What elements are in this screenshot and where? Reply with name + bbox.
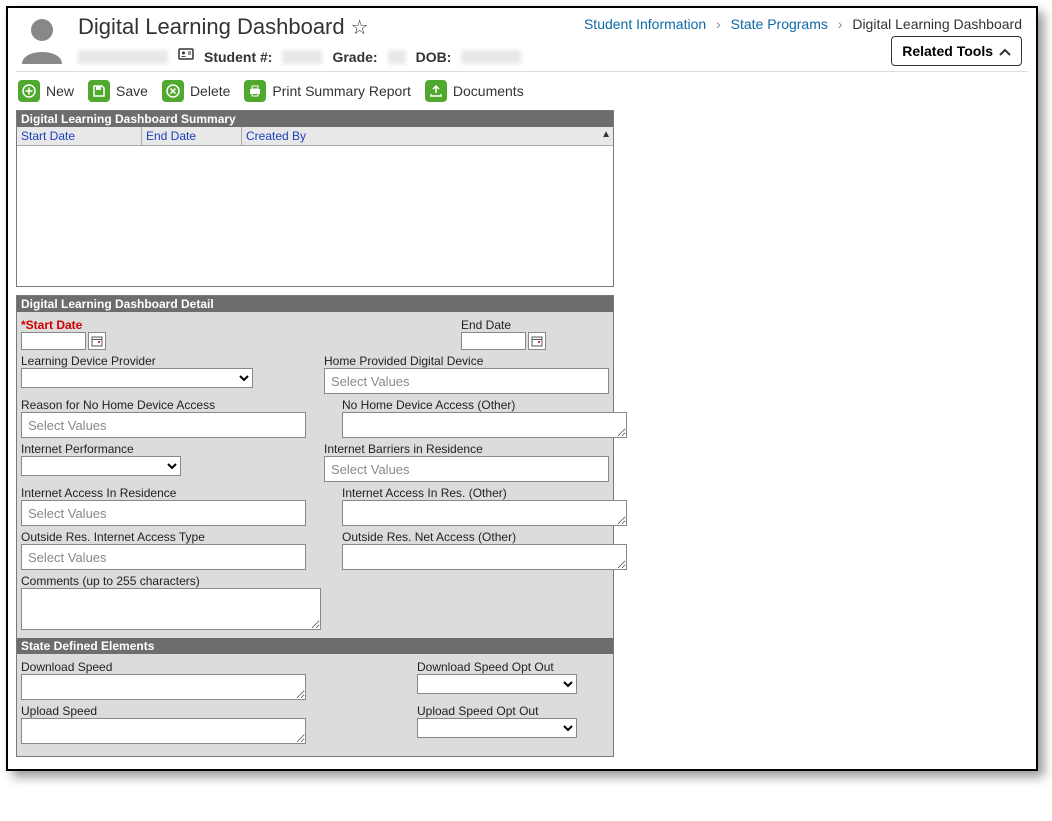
chevron-right-icon: › [838, 16, 843, 32]
chevron-up-icon [999, 43, 1011, 59]
learning-device-provider-select[interactable] [21, 368, 253, 388]
summary-panel: Digital Learning Dashboard Summary Start… [16, 110, 614, 287]
outside-res-type-label: Outside Res. Internet Access Type [21, 530, 306, 544]
download-speed-label: Download Speed [21, 660, 321, 674]
internet-barriers-select[interactable]: Select Values [324, 456, 609, 482]
related-tools-label: Related Tools [902, 43, 993, 59]
save-icon [88, 80, 110, 102]
dob-label: DOB: [416, 49, 452, 65]
plus-circle-icon [18, 80, 40, 102]
printer-icon [244, 80, 266, 102]
upload-speed-opt-select[interactable] [417, 718, 577, 738]
chevron-right-icon: › [716, 16, 721, 32]
internet-performance-label: Internet Performance [21, 442, 288, 456]
comments-label: Comments (up to 255 characters) [21, 574, 609, 588]
delete-label: Delete [190, 83, 230, 99]
save-button[interactable]: Save [88, 80, 148, 102]
download-speed-opt-select[interactable] [417, 674, 577, 694]
reason-no-home-select[interactable]: Select Values [21, 412, 306, 438]
upload-icon [425, 80, 447, 102]
state-header: State Defined Elements [17, 638, 613, 654]
avatar [16, 12, 68, 64]
breadcrumb-link-student-info[interactable]: Student Information [584, 16, 706, 32]
internet-access-res-other-label: Internet Access In Res. (Other) [342, 486, 627, 500]
start-date-input[interactable] [21, 332, 86, 350]
home-provided-device-select[interactable]: Select Values [324, 368, 609, 394]
print-label: Print Summary Report [272, 83, 410, 99]
download-speed-input[interactable] [21, 674, 306, 700]
grade-label: Grade: [332, 49, 377, 65]
print-button[interactable]: Print Summary Report [244, 80, 410, 102]
id-card-icon [178, 46, 194, 67]
related-tools-button[interactable]: Related Tools [891, 36, 1022, 66]
upload-speed-opt-label: Upload Speed Opt Out [417, 704, 577, 718]
documents-button[interactable]: Documents [425, 80, 524, 102]
internet-access-res-select[interactable]: Select Values [21, 500, 306, 526]
reason-no-home-label: Reason for No Home Device Access [21, 398, 306, 412]
detail-header: Digital Learning Dashboard Detail [17, 296, 613, 312]
grade-redacted [388, 50, 406, 64]
end-date-input[interactable] [461, 332, 526, 350]
no-home-other-label: No Home Device Access (Other) [342, 398, 627, 412]
no-home-other-input[interactable] [342, 412, 627, 438]
delete-button[interactable]: Delete [162, 80, 230, 102]
student-number-redacted [282, 50, 322, 64]
col-end-date[interactable]: End Date [142, 127, 242, 145]
x-circle-icon [162, 80, 184, 102]
scroll-up-icon[interactable]: ▲ [601, 129, 611, 140]
upload-speed-input[interactable] [21, 718, 306, 744]
detail-panel: Digital Learning Dashboard Detail *Start… [16, 295, 614, 757]
documents-label: Documents [453, 83, 524, 99]
learning-device-provider-label: Learning Device Provider [21, 354, 288, 368]
internet-barriers-label: Internet Barriers in Residence [324, 442, 609, 456]
summary-body [17, 146, 613, 286]
breadcrumb: Student Information › State Programs › D… [584, 12, 1022, 32]
dob-redacted [461, 50, 521, 64]
col-start-date[interactable]: Start Date [17, 127, 142, 145]
page-title: Digital Learning Dashboard [78, 14, 345, 40]
internet-access-res-other-input[interactable] [342, 500, 627, 526]
download-speed-opt-label: Download Speed Opt Out [417, 660, 577, 674]
summary-header: Digital Learning Dashboard Summary [17, 111, 613, 127]
save-label: Save [116, 83, 148, 99]
upload-speed-label: Upload Speed [21, 704, 321, 718]
start-date-label: *Start Date [21, 318, 321, 332]
outside-res-other-label: Outside Res. Net Access (Other) [342, 530, 627, 544]
home-provided-device-label: Home Provided Digital Device [324, 354, 609, 368]
calendar-icon[interactable] [88, 332, 106, 350]
comments-input[interactable] [21, 588, 321, 630]
student-name-redacted [78, 50, 168, 64]
favorite-star-icon[interactable]: ☆ [351, 15, 369, 40]
col-created-by[interactable]: Created By [242, 127, 613, 145]
breadcrumb-current: Digital Learning Dashboard [852, 16, 1022, 32]
internet-performance-select[interactable] [21, 456, 181, 476]
outside-res-type-select[interactable]: Select Values [21, 544, 306, 570]
student-number-label: Student #: [204, 49, 272, 65]
outside-res-other-input[interactable] [342, 544, 627, 570]
internet-access-res-label: Internet Access In Residence [21, 486, 306, 500]
end-date-label: End Date [461, 318, 546, 332]
breadcrumb-link-state-programs[interactable]: State Programs [731, 16, 828, 32]
calendar-icon[interactable] [528, 332, 546, 350]
new-button[interactable]: New [18, 80, 74, 102]
new-label: New [46, 83, 74, 99]
